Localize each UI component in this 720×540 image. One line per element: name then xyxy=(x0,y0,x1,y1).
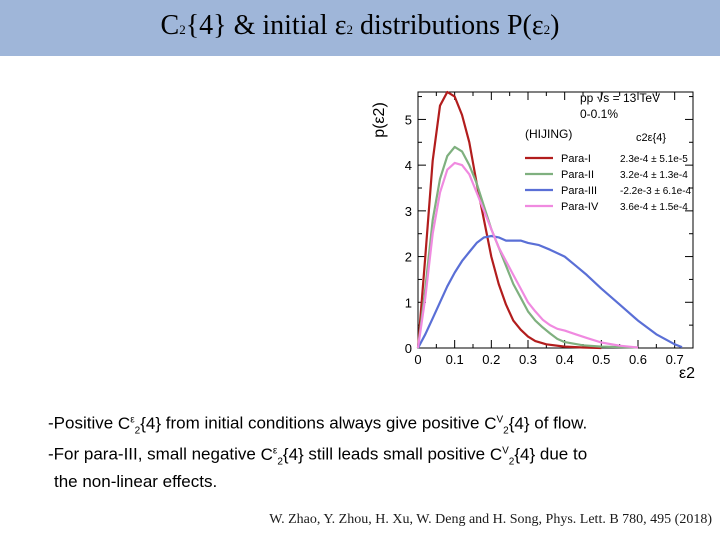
legend-value-para-iii: -2.2e-3 ± 6.1e-4 xyxy=(620,186,692,197)
legend-label-para-ii: Para-II xyxy=(561,169,594,181)
series-line-para-iii xyxy=(417,234,683,349)
x-tick-label: 0.1 xyxy=(446,352,464,367)
series-line-para-i xyxy=(416,90,602,350)
title-c: C xyxy=(160,10,180,41)
c2-eps-4-symbol: Cε2{4} xyxy=(117,413,162,437)
legend-label-para-iv: Para-IV xyxy=(561,201,599,213)
plot-frame xyxy=(417,91,694,349)
legend-header: c2ε{4} xyxy=(636,132,666,144)
y-tick-label: 2 xyxy=(405,250,412,265)
y-tick-label: 1 xyxy=(405,295,412,310)
bullet-2-text-c: due to xyxy=(535,444,588,464)
y-axis-label: p(ε2) xyxy=(371,102,388,138)
annotation-1: 0-0.1% xyxy=(580,107,618,121)
x-tick-label: 0.7 xyxy=(666,352,684,367)
bullet-1: -Positive Cε2{4} from initial conditions… xyxy=(48,410,708,441)
c2-eps-4-symbol-2: Cε2{4} xyxy=(260,444,304,468)
x-tick-label: 0 xyxy=(414,352,421,367)
x-tick-label: 0.3 xyxy=(519,352,537,367)
x-tick-label: 0.4 xyxy=(556,352,574,367)
title-tail: distributions P(ε xyxy=(352,10,544,41)
series-line-para-iv xyxy=(416,161,639,349)
x-tick-label: 0.6 xyxy=(629,352,647,367)
legend-value-para-iv: 3.6e-4 ± 1.5e-4 xyxy=(620,202,688,213)
title-sub-1: 2 xyxy=(179,22,186,37)
y-tick-label: 3 xyxy=(405,204,412,219)
series-line-para-ii xyxy=(416,145,639,349)
title-mid: {4} & initial ε xyxy=(185,10,347,41)
title-sub-2: 2 xyxy=(346,22,353,37)
title-bar xyxy=(0,0,720,56)
legend-value-para-i: 2.3e-4 ± 5.1e-5 xyxy=(620,154,688,165)
citation: W. Zhao, Y. Zhou, H. Xu, W. Deng and H. … xyxy=(269,512,712,527)
title-sub-3: 2 xyxy=(543,22,551,37)
annotation-0: pp √s = 13 TeV xyxy=(580,91,660,105)
bullet-2-continuation: the non-linear effects. xyxy=(54,472,218,492)
c2-v-4-symbol: CV2{4} xyxy=(484,413,530,437)
bullet-2: -For para-III, small negative Cε2{4} sti… xyxy=(48,441,708,472)
x-tick-label: 0.2 xyxy=(482,352,500,367)
legend-value-para-ii: 3.2e-4 ± 1.3e-4 xyxy=(620,170,688,181)
bullet-2-text-b: still leads small positive xyxy=(303,444,490,464)
annotation-2: (HIJING) xyxy=(525,127,572,141)
bullet-1-text-a: -Positive xyxy=(48,413,118,433)
x-axis-label: ε2 xyxy=(679,365,695,382)
y-tick-label: 5 xyxy=(405,112,412,127)
c2-v-4-symbol-2: CV2{4} xyxy=(489,444,536,468)
legend-label-para-i: Para-I xyxy=(561,153,591,165)
y-tick-label: 4 xyxy=(405,158,412,173)
bullet-2-text-a: -For para-III, small negative xyxy=(48,444,261,464)
bullet-1-text-b: from initial conditions always give posi… xyxy=(161,413,485,433)
y-tick-label: 0 xyxy=(405,341,412,356)
x-tick-label: 0.5 xyxy=(592,352,610,367)
bullet-list: -Positive Cε2{4} from initial conditions… xyxy=(48,410,708,492)
legend-label-para-iii: Para-III xyxy=(561,185,597,197)
title-close: ) xyxy=(550,10,560,41)
slide-title: C2{4} & initial ε2 distributions P(ε2) xyxy=(0,10,720,42)
bullet-1-text-c: of flow. xyxy=(529,413,588,433)
epsilon2-distribution-chart: 0 0.1 0.2 0.3 0.4 0.5 0.6 0.7 0 1 2 3 4 5 p(ε2) ε2 pp √s… xyxy=(371,90,695,382)
